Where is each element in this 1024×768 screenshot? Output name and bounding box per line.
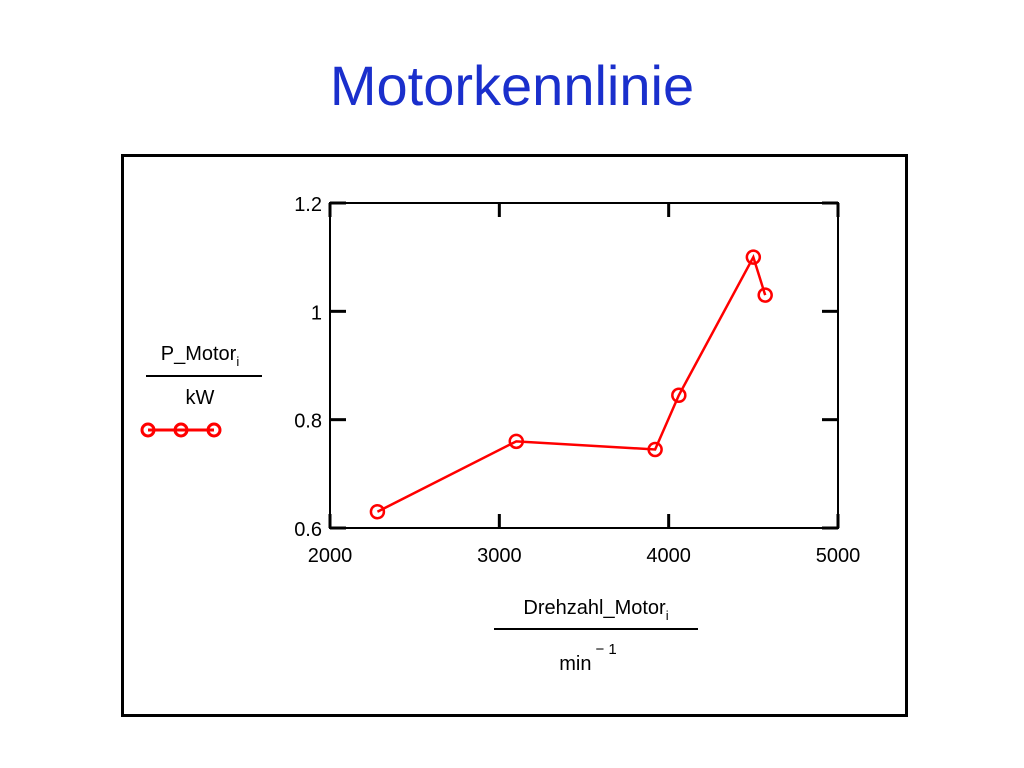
x-axis-label: Drehzahl_Motori min− 1 [494, 597, 698, 675]
data-point [369, 504, 386, 520]
data-point [508, 433, 525, 450]
x-tick-label: 3000 [477, 545, 522, 567]
legend-marker [206, 422, 222, 438]
chart-frame [121, 154, 908, 717]
y-tick-label: 1.2 [294, 194, 322, 216]
y-label-denominator: kW [186, 387, 215, 409]
plot-box [329, 202, 839, 529]
x-label-denominator: min− 1 [559, 641, 617, 675]
x-tick-label: 4000 [646, 545, 691, 567]
y-axis-label: P_Motori kW [146, 343, 262, 409]
y-tick-label: 1 [311, 302, 322, 324]
series-line [376, 253, 767, 513]
y-label-numerator: P_Motori [161, 343, 240, 369]
y-tick-label: 0.8 [294, 411, 322, 433]
legend [140, 422, 222, 438]
x-tick-label: 5000 [816, 545, 861, 567]
data-point [745, 249, 762, 265]
data-point [647, 441, 663, 458]
x-tick-label: 2000 [308, 545, 353, 567]
data-point [757, 287, 773, 303]
legend-marker [140, 422, 156, 438]
slide-title: Motorkennlinie [329, 54, 695, 117]
y-tick-label: 0.6 [294, 519, 322, 541]
data-point [671, 387, 687, 404]
legend-marker [173, 422, 189, 438]
x-label-numerator: Drehzahl_Motori [523, 597, 668, 623]
